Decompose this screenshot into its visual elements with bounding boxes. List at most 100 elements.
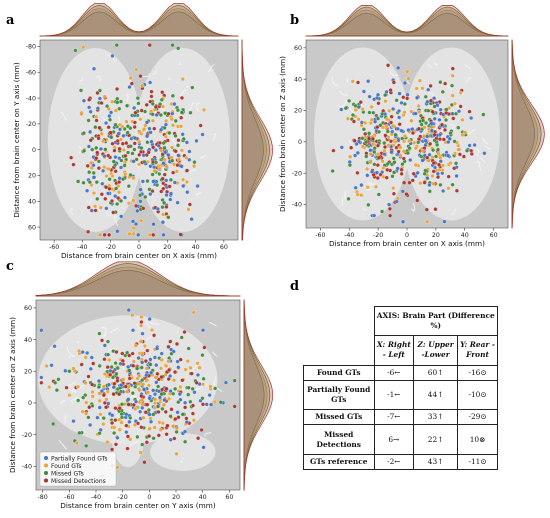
- scatter-point: [360, 144, 365, 149]
- scatter-point: [168, 414, 173, 419]
- scatter-point: [113, 122, 118, 127]
- scatter-point: [381, 165, 386, 171]
- scatter-point: [330, 168, 335, 174]
- scatter-point: [182, 429, 188, 434]
- scatter-point: [482, 151, 487, 156]
- scatter-point: [375, 143, 381, 148]
- scatter-point: [163, 150, 168, 155]
- scatter-point: [125, 350, 130, 355]
- scatter-point: [107, 117, 113, 122]
- scatter-point: [199, 427, 204, 433]
- scatter-point: [401, 112, 406, 118]
- cell-md-x: 6→: [373, 424, 415, 455]
- scatter-point: [448, 161, 453, 166]
- scatter-point: [139, 218, 144, 223]
- results-table: AXIS: Brain Part (Difference %) X: Right…: [303, 305, 498, 471]
- scatter-point: [111, 385, 116, 390]
- scatter-point: [143, 109, 148, 114]
- scatter-point: [140, 360, 145, 365]
- scatter-point: [157, 420, 162, 425]
- scatter-point: [385, 129, 390, 134]
- scatter-point: [416, 126, 421, 131]
- scatter-point: [179, 95, 185, 100]
- scatter-point: [444, 107, 449, 112]
- scatter-point: [155, 346, 160, 351]
- scatter-point: [376, 152, 381, 157]
- scatter-point: [188, 110, 193, 115]
- scatter-point: [84, 443, 89, 448]
- legend-marker: [44, 478, 48, 483]
- scatter-point: [97, 125, 102, 130]
- scatter-point: [197, 365, 202, 370]
- scatter-point: [81, 131, 86, 136]
- scatter-point: [355, 192, 360, 197]
- scatter-point: [366, 79, 371, 84]
- scatter-point: [85, 188, 90, 193]
- scatter-point: [146, 407, 151, 413]
- scatter-point: [430, 155, 435, 160]
- scatter-point: [86, 229, 91, 234]
- scatter-point: [427, 182, 432, 187]
- scatter-point: [368, 148, 373, 153]
- scatter-point: [432, 96, 437, 101]
- scatter-point: [98, 412, 103, 417]
- scatter-point: [390, 124, 395, 129]
- scatter-point: [369, 117, 374, 122]
- scatter-point: [405, 96, 410, 101]
- scatter-point: [140, 405, 145, 410]
- scatter-point: [49, 363, 54, 368]
- scatter-point: [106, 191, 111, 196]
- x-axis-label: Distance from brain center on Y axis (mm…: [60, 501, 216, 510]
- scatter-point: [180, 77, 185, 82]
- scatter-point: [376, 101, 381, 106]
- scatter-point: [130, 313, 135, 318]
- scatter-point: [153, 397, 158, 402]
- scatter-point: [179, 115, 184, 120]
- scatter-point: [175, 200, 180, 205]
- scatter-point: [124, 389, 129, 394]
- scatter-point: [153, 104, 158, 109]
- cell-partial-z: 44↑: [413, 379, 459, 411]
- scatter-point: [196, 436, 201, 441]
- scatter-point: [415, 198, 420, 203]
- scatter-point: [147, 126, 152, 131]
- scatter-point: [381, 174, 386, 179]
- scatter-point: [190, 386, 195, 391]
- table-title: AXIS: Brain Part (Difference %): [373, 305, 498, 337]
- scatter-point: [402, 139, 407, 144]
- scatter-point: [110, 413, 115, 418]
- scatter-point: [126, 201, 131, 206]
- scatter-point: [173, 386, 178, 391]
- scatter-point: [179, 335, 184, 340]
- scatter-point: [163, 409, 168, 414]
- scatter-point: [188, 399, 193, 404]
- scatter-point: [149, 327, 155, 333]
- scatter-point: [113, 108, 118, 113]
- scatter-point: [376, 129, 382, 134]
- x-tick-label: -40: [344, 232, 354, 239]
- scatter-point: [169, 407, 174, 412]
- scatter-point: [372, 213, 377, 218]
- scatter-point: [81, 180, 86, 185]
- scatter-point: [145, 134, 150, 139]
- scatter-point: [420, 86, 425, 91]
- scatter-point: [154, 363, 159, 368]
- scatter-point: [366, 202, 371, 207]
- scatter-point: [201, 107, 207, 112]
- scatter-point: [355, 150, 360, 155]
- scatter-point: [96, 379, 102, 384]
- scatter-point: [176, 400, 181, 405]
- scatter-point: [170, 123, 176, 128]
- scatter-point: [164, 192, 169, 198]
- scatter-point: [422, 125, 427, 130]
- scatter-point: [140, 351, 145, 356]
- scatter-point: [353, 185, 358, 190]
- scatter-point: [190, 403, 196, 408]
- scatter-point: [81, 98, 87, 103]
- scatter-point: [125, 130, 130, 135]
- scatter-point: [182, 330, 187, 335]
- y-tick-label: 40: [294, 76, 302, 83]
- scatter-point: [428, 98, 433, 103]
- scatter-point: [104, 173, 109, 179]
- scatter-point: [106, 401, 111, 406]
